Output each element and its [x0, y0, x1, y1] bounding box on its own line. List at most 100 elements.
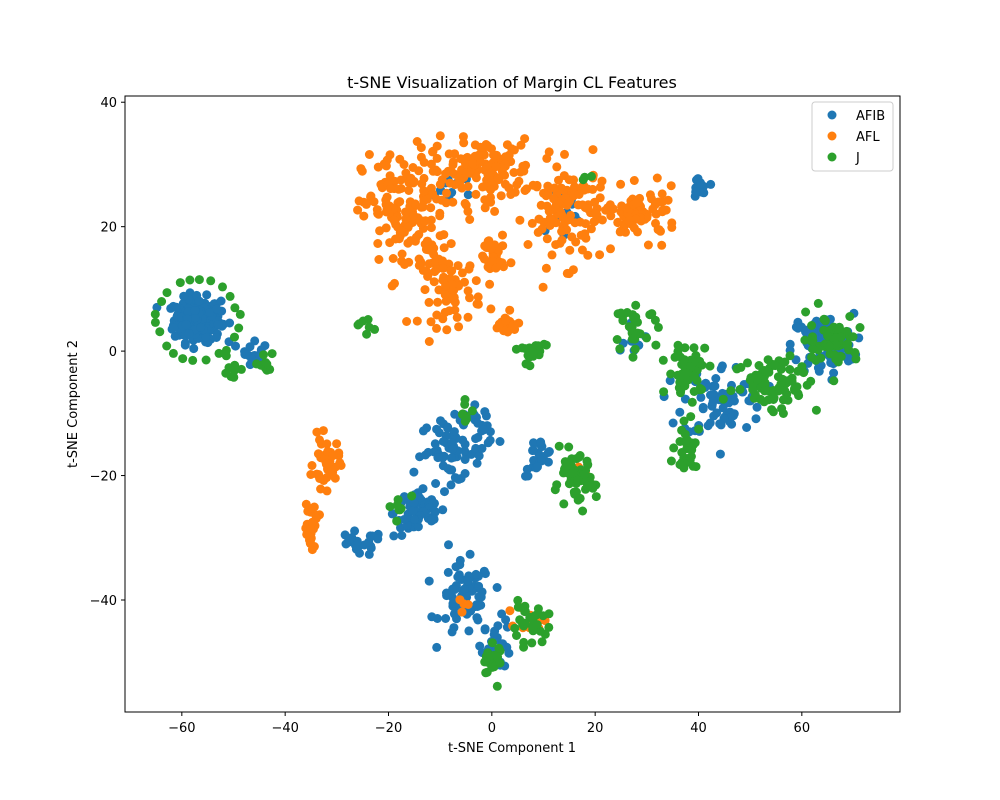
data-point-afl	[318, 426, 328, 436]
data-point-afl	[472, 299, 482, 309]
data-point-afl	[538, 282, 548, 292]
data-point-j	[519, 637, 529, 647]
data-point-j	[544, 609, 554, 619]
data-point-j	[801, 307, 811, 317]
data-point-j	[511, 344, 521, 354]
data-point-j	[633, 328, 643, 338]
data-point-afl	[558, 185, 568, 195]
data-point-afib	[190, 313, 200, 323]
data-point-afl	[400, 260, 409, 269]
data-point-j	[612, 335, 622, 344]
data-point-afib	[433, 453, 443, 463]
x-tick-label: 0	[488, 721, 496, 736]
data-point-j	[808, 336, 818, 346]
data-point-j	[785, 351, 795, 361]
data-point-j	[150, 317, 160, 327]
data-point-afl	[353, 205, 363, 215]
data-point-afl	[444, 149, 454, 159]
data-point-afl	[439, 230, 449, 240]
data-point-afib	[216, 296, 226, 306]
data-point-afib	[443, 567, 453, 577]
data-point-j	[695, 385, 705, 395]
data-point-afl	[507, 144, 517, 154]
data-point-afl	[435, 131, 445, 141]
data-point-afl	[372, 205, 382, 215]
data-point-afl	[595, 182, 605, 192]
data-point-afl	[471, 276, 481, 286]
data-point-afl	[570, 218, 580, 228]
data-point-afl	[457, 607, 467, 617]
data-point-afib	[460, 439, 470, 449]
data-point-afl	[643, 240, 653, 250]
y-tick-label: 40	[100, 96, 117, 111]
data-point-j	[513, 595, 523, 605]
y-tick-label: −40	[90, 594, 117, 609]
data-point-j	[259, 350, 268, 360]
data-point-afib	[711, 374, 721, 383]
data-point-afl	[306, 470, 316, 479]
data-point-afl	[397, 249, 407, 259]
data-point-afib	[479, 425, 489, 435]
data-point-j	[807, 321, 817, 330]
data-point-j	[627, 334, 637, 344]
data-point-j	[392, 516, 402, 526]
data-point-afl	[453, 261, 463, 271]
data-point-j	[178, 354, 188, 364]
data-point-afl	[452, 312, 462, 322]
data-point-afl	[533, 227, 543, 237]
data-point-afl	[375, 226, 385, 236]
legend-marker-afib	[827, 110, 837, 120]
data-point-j	[659, 387, 669, 397]
data-point-j	[460, 395, 470, 404]
data-point-afl	[642, 213, 652, 223]
data-point-j	[229, 366, 239, 375]
x-tick-label: 60	[794, 721, 811, 736]
data-point-afl	[616, 179, 626, 189]
data-point-j	[630, 344, 640, 354]
data-point-j	[564, 479, 574, 489]
data-point-afl	[416, 143, 426, 153]
data-point-afl	[514, 176, 524, 186]
data-point-afl	[435, 179, 445, 189]
data-point-afl	[608, 204, 618, 214]
data-point-j	[842, 326, 851, 336]
x-axis-label: t-SNE Component 1	[448, 741, 576, 756]
data-point-j	[653, 322, 663, 332]
data-point-j	[218, 282, 227, 292]
data-point-afl	[433, 297, 443, 307]
data-point-j	[726, 386, 736, 396]
data-point-afib	[413, 522, 423, 532]
data-point-afib	[438, 437, 448, 446]
data-point-afl	[629, 176, 639, 185]
data-point-afib	[196, 322, 206, 332]
data-point-j	[813, 298, 823, 308]
data-point-afib	[693, 174, 703, 184]
legend-marker-j	[827, 152, 837, 162]
data-point-afib	[489, 629, 499, 639]
data-point-afib	[529, 438, 538, 448]
data-point-afib	[444, 589, 454, 599]
data-point-afib	[409, 498, 419, 508]
data-point-j	[628, 352, 638, 362]
data-point-j	[467, 406, 477, 416]
data-point-afl	[426, 203, 436, 213]
data-point-afib	[460, 446, 470, 456]
data-point-afib	[691, 187, 701, 197]
y-tick-label: −20	[90, 470, 117, 485]
data-point-j	[825, 342, 834, 351]
data-point-afl	[457, 268, 467, 278]
data-point-j	[201, 355, 211, 365]
data-point-j	[855, 323, 865, 332]
data-point-afib	[432, 614, 442, 623]
data-point-afl	[631, 214, 641, 224]
data-point-j	[682, 435, 692, 444]
data-point-j	[528, 624, 538, 634]
data-point-j	[150, 309, 160, 319]
data-point-afib	[477, 443, 487, 453]
data-point-j	[675, 460, 685, 470]
data-point-j	[680, 381, 690, 391]
data-point-afl	[448, 292, 458, 302]
data-point-afib	[429, 506, 439, 515]
data-point-afl	[500, 179, 510, 189]
